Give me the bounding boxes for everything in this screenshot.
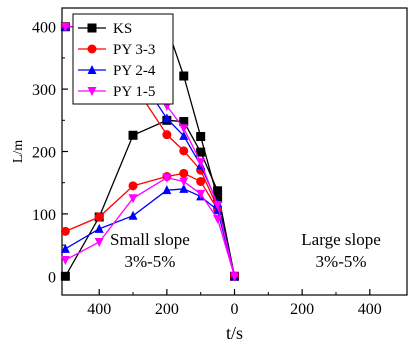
legend-marker <box>87 44 97 54</box>
data-point <box>179 177 189 187</box>
legend-item: PY 1-5 <box>78 84 155 100</box>
data-point <box>196 158 206 168</box>
data-point <box>179 146 189 156</box>
data-point <box>128 130 138 140</box>
data-point <box>60 22 70 32</box>
y-tick-label: 100 <box>32 207 56 224</box>
data-point <box>162 113 172 123</box>
data-point <box>213 214 223 224</box>
legend-marker <box>87 87 97 96</box>
legend-label: PY 3-3 <box>113 42 155 58</box>
annotation-text: Large slope <box>301 230 380 249</box>
data-point <box>213 186 223 196</box>
x-tick-label: 400 <box>87 301 111 318</box>
x-tick-label: 400 <box>358 301 382 318</box>
annotation-text: 3%-5% <box>316 252 367 271</box>
data-point <box>94 212 104 222</box>
legend-item: KS <box>78 21 132 37</box>
data-point <box>196 132 206 142</box>
legend-label: KS <box>113 21 132 37</box>
data-point <box>196 176 206 186</box>
legend: KS PY 3-3 PY 2-4 PY 1-5 <box>72 13 174 105</box>
data-point <box>179 117 189 127</box>
data-point <box>179 183 189 193</box>
data-point <box>60 243 70 253</box>
y-tick-label: 400 <box>32 20 56 37</box>
data-point <box>60 271 70 281</box>
annotation-text: 3%-5% <box>124 252 175 271</box>
y-tick-label: 300 <box>32 82 56 99</box>
legend-marker <box>87 23 97 33</box>
y-axis-label: L/m <box>11 140 26 163</box>
legend-marker <box>87 65 97 74</box>
x-axis-label: t/s <box>226 323 243 342</box>
data-point <box>230 272 239 282</box>
x-tick-label: 0 <box>231 301 239 318</box>
series-line <box>65 177 236 277</box>
data-point <box>128 194 138 204</box>
data-point <box>179 168 189 178</box>
y-tick-label: 0 <box>48 269 56 286</box>
annotation-text: Small slope <box>110 230 190 249</box>
data-point <box>162 185 172 195</box>
plot-area: 0 100 200 300 400 400 200 0 200 400 <box>32 7 408 318</box>
series-layer <box>60 21 239 282</box>
data-point <box>162 130 172 140</box>
legend-item: PY 2-4 <box>78 63 156 79</box>
data-point <box>128 210 138 220</box>
data-point <box>179 124 189 134</box>
legend-label: PY 2-4 <box>113 63 156 79</box>
data-point <box>196 147 206 157</box>
data-point <box>213 201 223 211</box>
data-point <box>94 237 104 247</box>
data-point <box>179 71 189 81</box>
x-tick-label: 200 <box>155 301 179 318</box>
series-line <box>64 119 236 277</box>
data-point <box>60 256 70 266</box>
data-point <box>128 181 138 191</box>
x-tick-label: 200 <box>290 301 314 318</box>
data-point <box>94 223 104 233</box>
data-point <box>162 173 172 183</box>
legend-item: PY 3-3 <box>78 42 155 58</box>
data-point <box>196 189 206 199</box>
series-line <box>65 188 236 277</box>
y-tick-label: 200 <box>32 145 56 162</box>
data-point <box>179 130 189 140</box>
legend-label: PY 1-5 <box>113 84 155 100</box>
data-point <box>60 226 70 236</box>
annotation-layer: Small slope 3%-5% Large slope 3%-5% <box>110 230 381 271</box>
